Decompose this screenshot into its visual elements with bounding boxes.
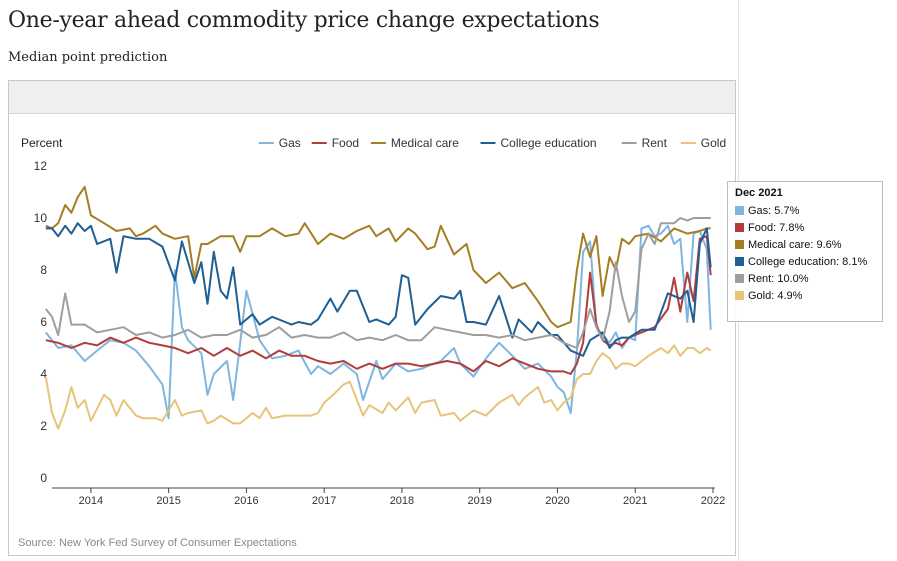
x-tick-label: 2019 [467,495,491,507]
x-tick-label: 2018 [390,495,414,507]
tooltip-value: Food: 7.8% [748,221,805,234]
x-tick-label: 2020 [545,495,569,507]
tooltip-row: Rent: 10.0% [735,270,875,287]
tooltip-value: Rent: 10.0% [748,272,809,285]
legend-label-food: Food [332,136,359,150]
tooltip-row: Gold: 4.9% [735,287,875,304]
hover-tooltip: Dec 2021 Gas: 5.7% Food: 7.8% Medical care… [727,181,883,322]
tooltip-value: Gas: 5.7% [748,204,800,217]
tooltip-row: College education: 8.1% [735,253,875,270]
x-tick-label: 2015 [156,495,180,507]
tooltip-swatch [735,291,744,300]
legend-label-college-education: College education [501,136,597,150]
legend-label-medical-care: Medical care [391,136,459,150]
y-tick-label: 6 [40,315,47,329]
tooltip-value: College education: 8.1% [748,255,868,268]
tooltip-swatch [735,257,744,266]
series-line-gold [44,344,712,430]
tooltip-swatch [735,223,744,232]
chart-title: One-year ahead commodity price change ex… [8,8,600,33]
tooltip-value: Gold: 4.9% [748,289,803,302]
series-line-medical-care [45,185,711,329]
source-note: Source: New York Fed Survey of Consumer … [18,537,297,549]
chart-lines [44,185,712,430]
chart-toolbar [9,81,735,114]
tooltip-swatch [735,274,744,283]
series-line-college-education [45,222,712,357]
tooltip-swatch [735,206,744,215]
x-tick-label: 2016 [234,495,258,507]
tooltip-row: Medical care: 9.6% [735,236,875,253]
chart-axes: Percent 0 2 4 6 8 10 12 2014 2015 2016 2017 2018 2019… [21,136,725,507]
legend-label-gas: Gas [279,136,301,150]
tooltip-date: Dec 2021 [735,187,783,199]
x-tick-label: 2022 [701,495,725,507]
tooltip-swatch [735,240,744,249]
y-tick-label: 0 [40,471,47,485]
chart-subtitle: Median point prediction [8,50,168,65]
legend-label-rent: Rent [642,136,668,150]
y-tick-label: 10 [34,211,48,225]
y-tick-label: 8 [40,263,47,277]
series-line-gas [45,224,712,420]
legend-label-gold: Gold [701,136,726,150]
y-tick-label: 2 [40,419,47,433]
y-axis-label: Percent [21,136,63,150]
y-tick-label: 4 [40,367,47,381]
x-tick-label: 2017 [312,495,336,507]
tooltip-row: Gas: 5.7% [735,202,875,219]
series-line-rent [45,217,711,349]
chart-panel [8,80,736,556]
tooltip-rows: Gas: 5.7% Food: 7.8% Medical care: 9.6% Col… [735,202,875,304]
chart-legend: Gold Rent College education Medical care Foo… [258,136,726,150]
tooltip-value: Medical care: 9.6% [748,238,842,251]
x-tick-label: 2021 [623,495,647,507]
y-tick-label: 12 [34,159,48,173]
x-tick-label: 2014 [79,495,103,507]
tooltip-row: Food: 7.8% [735,219,875,236]
